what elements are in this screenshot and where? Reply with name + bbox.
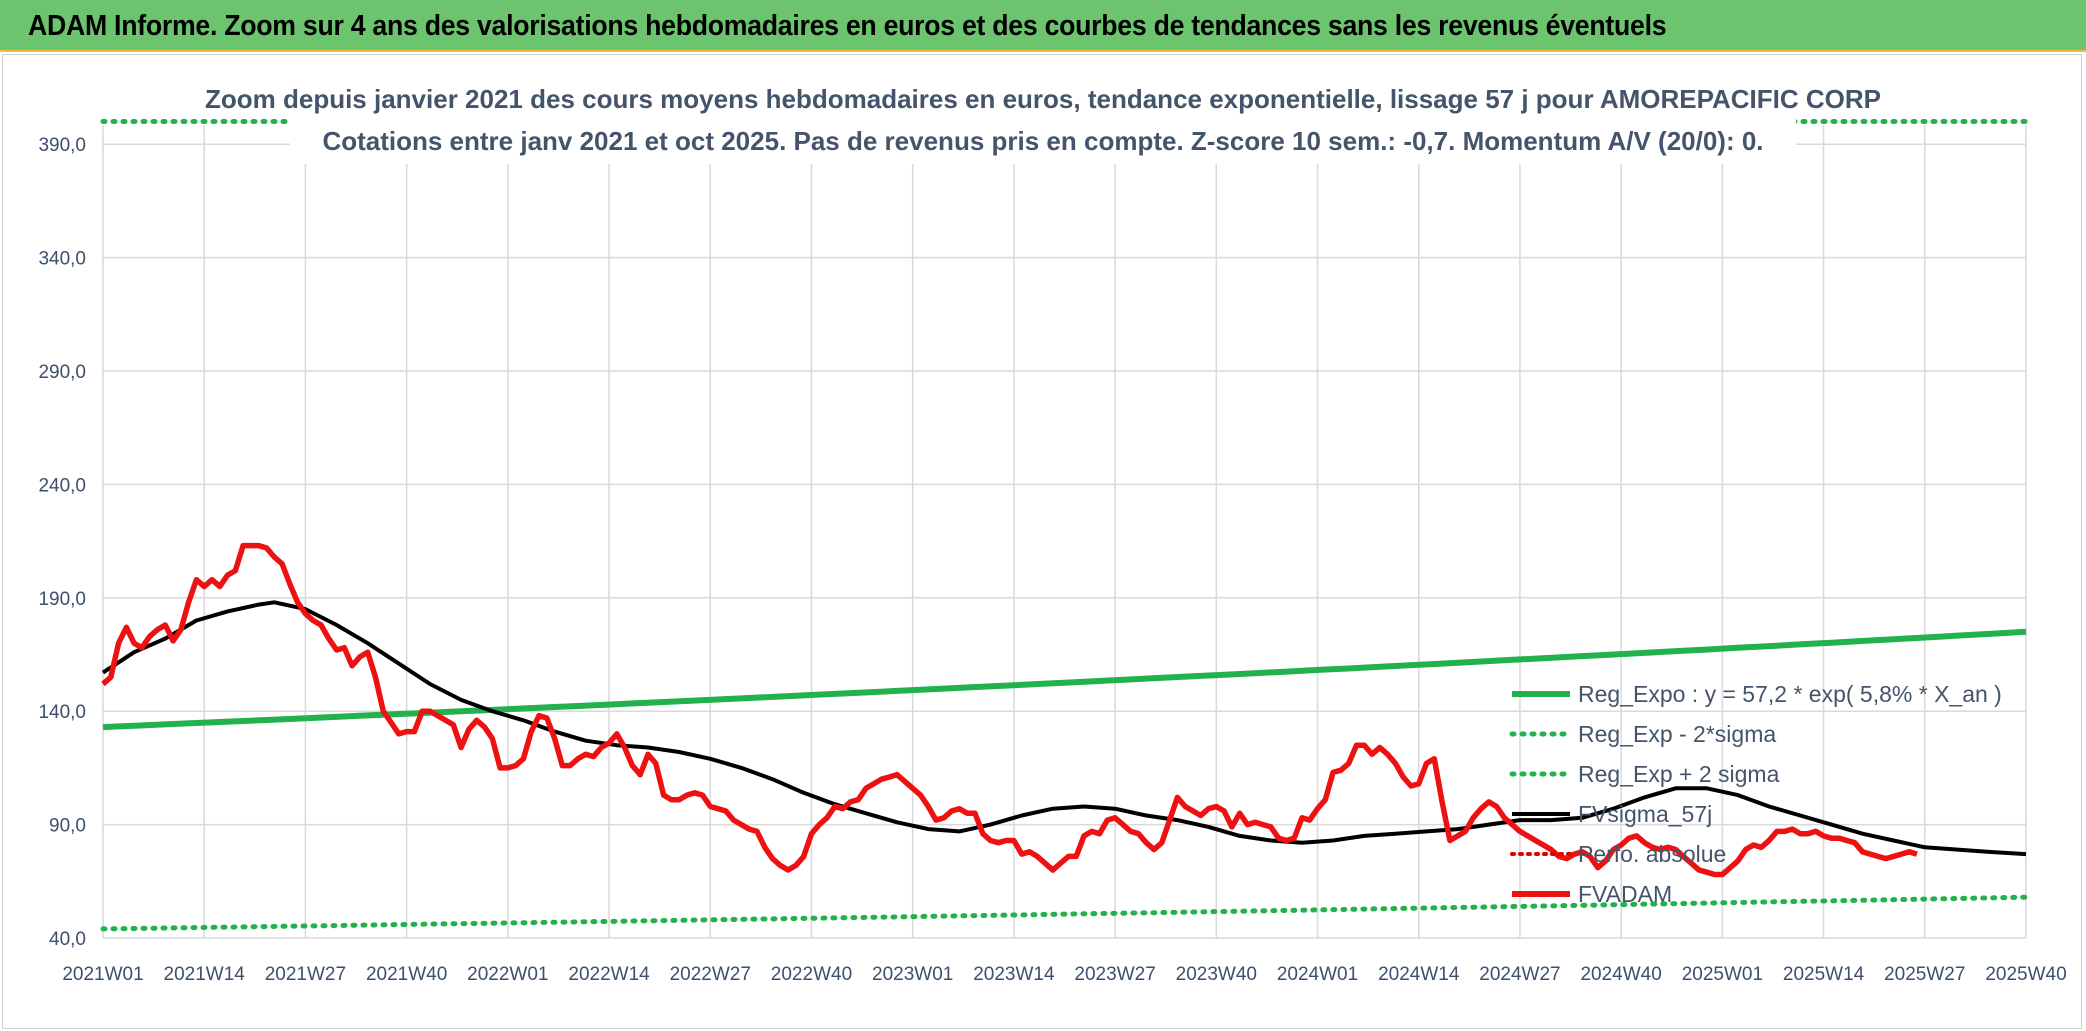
chart-frame [2, 54, 2082, 1029]
y-tick-label: 90,0 [49, 816, 86, 837]
x-tick-label: 2021W01 [62, 964, 143, 985]
series-fvsigma-57j [101, 600, 2027, 857]
x-tick-label: 2023W14 [973, 964, 1055, 985]
x-tick-label: 2023W01 [872, 964, 953, 985]
y-axis-ticks: 390,0 340,0 290,0 240,0 190,0 140,0 90,0 40,0 [38, 135, 86, 950]
legend-label: Reg_Expo : y = 57,2 * exp( 5,8% * X_an ) [1578, 681, 2002, 707]
chart-series [100, 119, 2029, 932]
chart-grid [102, 125, 2027, 939]
report-title-bar: ADAM Informe. Zoom sur 4 ans des valoris… [0, 0, 2086, 52]
y-tick-label: 240,0 [38, 475, 86, 496]
x-tick-label: 2023W27 [1074, 964, 1155, 985]
report-title: ADAM Informe. Zoom sur 4 ans des valoris… [28, 10, 1667, 42]
x-tick-label: 2025W27 [1884, 964, 1965, 985]
chart-legend: Reg_Expo : y = 57,2 * exp( 5,8% * X_an )… [1509, 681, 2002, 907]
x-tick-label: 2022W01 [467, 964, 548, 985]
legend-label: Perfo. absolue [1578, 841, 1726, 867]
chart-title-line1: Zoom depuis janvier 2021 des cours moyen… [205, 84, 1881, 114]
x-tick-label: 2024W01 [1277, 964, 1358, 985]
x-tick-label: 2024W14 [1378, 964, 1460, 985]
y-tick-label: 290,0 [38, 362, 86, 383]
y-tick-label: 340,0 [38, 249, 86, 270]
series-reg-exp-minus-2-sigma [100, 894, 2029, 932]
chart-title-background [290, 78, 1796, 164]
x-tick-label: 2025W40 [1985, 964, 2066, 985]
x-tick-label: 2022W14 [568, 964, 650, 985]
x-tick-label: 2021W40 [366, 964, 447, 985]
chart-title-line2: Cotations entre janv 2021 et oct 2025. P… [322, 126, 1763, 156]
x-tick-label: 2022W40 [771, 964, 852, 985]
legend-label: Reg_Exp + 2 sigma [1578, 761, 1780, 787]
x-axis-ticks: 2021W01 2021W14 2021W27 2021W40 2022W01 2022W… [62, 964, 2066, 985]
series-reg-expo [102, 628, 2027, 731]
y-tick-label: 190,0 [38, 589, 86, 610]
series-fvadam [101, 542, 1918, 878]
x-tick-label: 2022W27 [670, 964, 751, 985]
legend-label: FVsigma_57j [1578, 801, 1712, 827]
x-tick-label: 2024W27 [1479, 964, 1560, 985]
y-tick-label: 390,0 [38, 135, 86, 156]
x-tick-label: 2021W27 [265, 964, 346, 985]
x-tick-label: 2021W14 [164, 964, 246, 985]
legend-label: Reg_Exp - 2*sigma [1578, 721, 1776, 747]
x-tick-label: 2025W14 [1783, 964, 1865, 985]
x-tick-label: 2023W40 [1176, 964, 1257, 985]
legend-label: FVADAM [1578, 881, 1672, 907]
x-tick-label: 2024W40 [1580, 964, 1661, 985]
y-tick-label: 140,0 [38, 702, 86, 723]
x-tick-label: 2025W01 [1682, 964, 1763, 985]
y-tick-label: 40,0 [49, 929, 86, 950]
